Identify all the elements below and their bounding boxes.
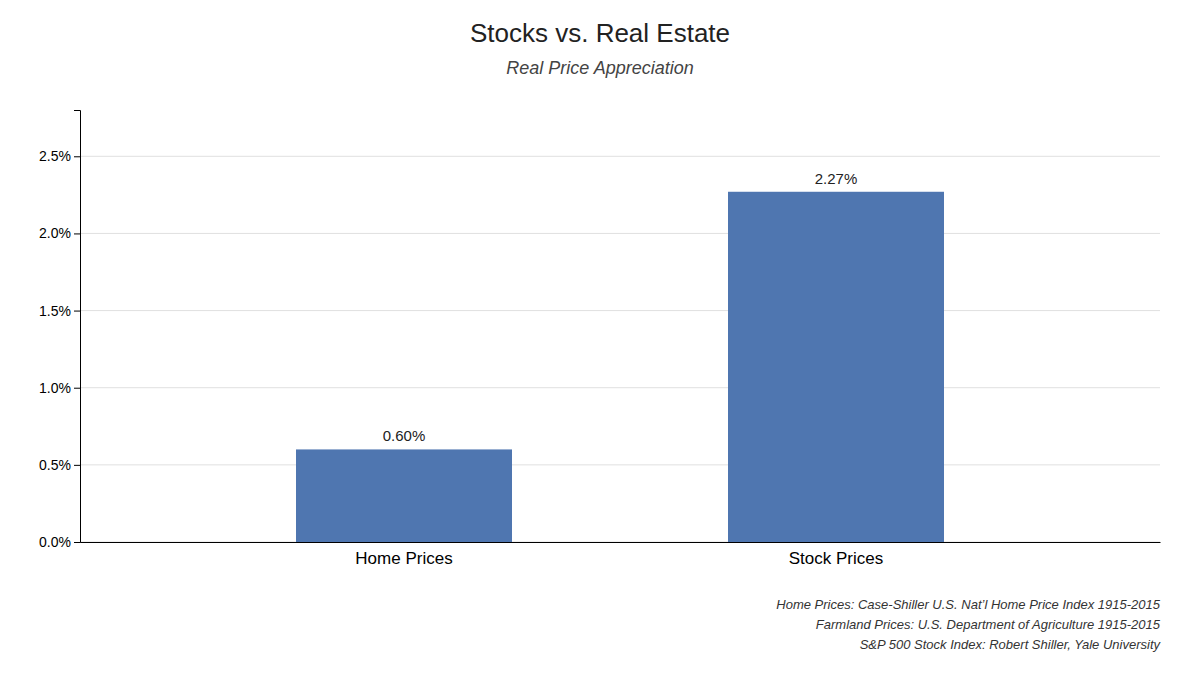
y-tick-mark (74, 233, 80, 234)
y-tick: 0.0% (39, 534, 80, 550)
y-tick-label: 2.5% (39, 148, 71, 164)
y-tick-mark (74, 311, 80, 312)
footnote-line: Farmland Prices: U.S. Department of Agri… (816, 617, 1161, 632)
grid-line (80, 310, 1160, 311)
x-tick-label: Home Prices (355, 549, 452, 568)
footnote: Home Prices: Case-Shiller U.S. Nat’l Hom… (776, 597, 1161, 652)
chart: Stocks vs. Real Estate Real Price Appreci… (0, 0, 1200, 677)
data-label: 0.60% (383, 427, 426, 444)
y-tick-label: 2.0% (39, 225, 71, 241)
y-tick-label: 1.5% (39, 303, 71, 319)
x-tick-label: Stock Prices (789, 549, 883, 568)
y-tick-mark (74, 542, 80, 543)
data-label: 2.27% (815, 170, 858, 187)
bar (728, 192, 944, 542)
y-tick: 1.0% (39, 380, 80, 396)
title: Stocks vs. Real Estate (470, 18, 730, 48)
y-tick: 2.0% (39, 225, 80, 241)
bar (296, 449, 512, 542)
plot: 0.0% 0.5% 1.0% 1.5% 2.0% 2.5% Home Prices Stock… (39, 111, 1160, 569)
grid-line (80, 156, 1160, 157)
bars (296, 192, 944, 542)
grid-line (80, 233, 1160, 234)
y-tick-mark (74, 465, 80, 466)
x-axis-line (81, 542, 1161, 543)
footnote-line: Home Prices: Case-Shiller U.S. Nat’l Hom… (776, 597, 1160, 612)
x-tick: Home Prices (355, 549, 452, 568)
grid (80, 156, 1160, 542)
y-axis: 0.0% 0.5% 1.0% 1.5% 2.0% 2.5% (39, 111, 80, 550)
footnote-line: S&P 500 Stock Index: Robert Shiller, Yal… (860, 637, 1162, 652)
y-tick-mark (74, 388, 80, 389)
grid-line (80, 464, 1160, 465)
y-tick-label: 0.5% (39, 457, 71, 473)
y-tick-mark (74, 156, 80, 157)
data-labels: 0.60% 2.27% (383, 170, 858, 445)
grid-line (80, 387, 1160, 388)
x-tick: Stock Prices (789, 549, 883, 568)
grid-line (80, 542, 1160, 543)
y-tick: 2.5% (39, 148, 80, 164)
y-tick: 0.5% (39, 457, 80, 473)
y-tick-label: 0.0% (39, 534, 71, 550)
y-tick-label: 1.0% (39, 380, 71, 396)
x-axis: Home Prices Stock Prices (81, 543, 1161, 569)
y-tick: 1.5% (39, 303, 80, 319)
y-axis-line (74, 111, 81, 543)
subtitle: Real Price Appreciation (506, 58, 693, 78)
